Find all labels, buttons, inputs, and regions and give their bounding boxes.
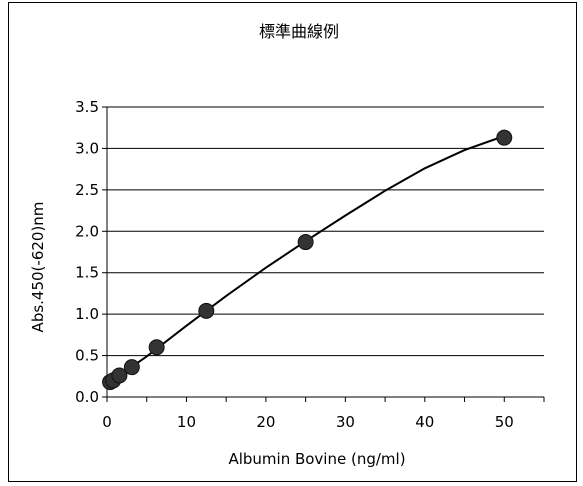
data-point — [148, 339, 165, 356]
data-point — [123, 359, 140, 376]
x-axis-ticks: 0 10 20 30 40 50 — [102, 397, 545, 431]
y-tick-label: 3.5 — [75, 98, 99, 116]
y-tick-label: 3.0 — [75, 139, 99, 157]
grid-lines — [107, 106, 544, 357]
y-tick-label: 1.5 — [75, 264, 99, 282]
fit-curve — [106, 135, 505, 385]
data-point — [111, 367, 128, 384]
chart-frame: 標準曲線例 0.0 0.5 1.0 1.5 2.0 2.5 3.0 3.5 0 10 20 30 40… — [8, 2, 577, 482]
y-tick-label: 2.0 — [75, 222, 99, 240]
y-tick-label: 1.0 — [75, 305, 99, 323]
x-tick-label: 40 — [415, 413, 434, 431]
chart-title: 標準曲線例 — [259, 22, 339, 41]
data-points — [102, 129, 513, 391]
y-tick-label: 2.5 — [75, 181, 99, 199]
data-point — [496, 129, 513, 146]
x-tick-label: 0 — [102, 413, 112, 431]
y-tick-label: 0.0 — [75, 388, 99, 406]
chart: 標準曲線例 0.0 0.5 1.0 1.5 2.0 2.5 3.0 3.5 0 10 20 30 40… — [29, 22, 545, 468]
y-tick-label: 0.5 — [75, 347, 99, 365]
y-axis-label: Abs.450(-620)nm — [29, 202, 47, 333]
x-tick-label: 50 — [495, 413, 514, 431]
x-tick-label: 30 — [336, 413, 355, 431]
x-tick-label: 10 — [177, 413, 196, 431]
x-axis-label: Albumin Bovine (ng/ml) — [228, 450, 405, 468]
data-point — [297, 234, 314, 251]
y-axis-ticks: 0.0 0.5 1.0 1.5 2.0 2.5 3.0 3.5 — [75, 98, 107, 406]
x-tick-label: 20 — [256, 413, 275, 431]
data-point — [198, 302, 215, 319]
axes — [106, 107, 544, 398]
